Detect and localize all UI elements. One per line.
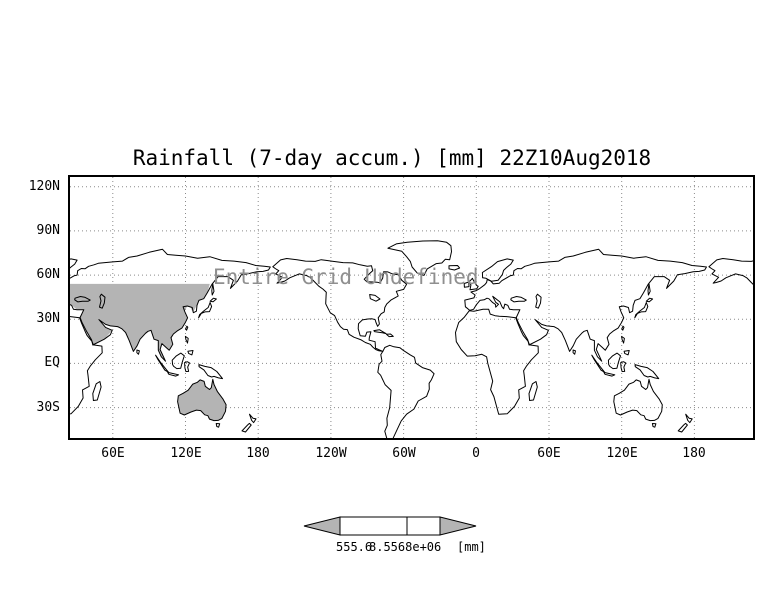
- coast-java-repeat: [603, 371, 616, 377]
- coast-black-sea-repeat: [510, 296, 527, 303]
- coast-java: [167, 371, 180, 377]
- coast-iceland-repeat: [448, 265, 461, 271]
- coastlines: [68, 240, 755, 440]
- coast-asia-shade: [68, 283, 210, 362]
- coast-africa: [68, 315, 103, 415]
- coast-taiwan-repeat: [621, 325, 625, 331]
- lat-label-30n: 30N: [36, 311, 60, 326]
- coast-north-america-repeat: [272, 258, 408, 352]
- lon-label-5: 60W: [392, 446, 416, 461]
- coast-new-guinea: [198, 364, 223, 380]
- coast-sri-lanka: [136, 349, 140, 355]
- coast-hokkaido-repeat: [645, 297, 654, 303]
- coast-sulawesi: [184, 361, 190, 372]
- coast-caspian-sea-repeat: [535, 293, 542, 309]
- lon-label-6: 0: [472, 446, 480, 461]
- coast-greenland-repeat: [387, 240, 452, 276]
- lat-label-120n: 120N: [28, 179, 60, 194]
- coast-australia-repeat: [613, 378, 663, 422]
- colorbar-right-arrow-icon: [439, 516, 477, 536]
- coast-black-sea: [74, 296, 91, 303]
- coast-sakhalin-repeat: [647, 283, 651, 296]
- coast-honshu-repeat: [634, 302, 649, 319]
- coast-cuba-repeat: [373, 329, 387, 335]
- plot-title: Rainfall (7-day accum.) [mm] 22Z10Aug201…: [132, 146, 652, 170]
- coast-scandinavia-repeat: [481, 258, 514, 282]
- lon-label-2: 120E: [170, 446, 202, 461]
- coast-eurasia-repeat: [464, 248, 707, 362]
- coast-luzon-repeat: [621, 335, 625, 344]
- coast-new-guinea-repeat: [634, 364, 660, 380]
- coast-africa-repeat: [455, 308, 539, 415]
- coast-hokkaido: [209, 297, 217, 303]
- coast-borneo: [171, 352, 185, 370]
- lat-label-eq: EQ: [44, 355, 60, 370]
- coast-sulawesi-repeat: [620, 361, 627, 372]
- coast-nz-south: [241, 422, 252, 433]
- undefined-grid-message: Entire Grid Undefined: [213, 265, 479, 289]
- colorbar-cell-1: [339, 516, 408, 536]
- coast-eurasia: [68, 248, 271, 362]
- colorbar-left-value: 555.6: [336, 540, 373, 554]
- coast-south-america-repeat: [377, 344, 435, 440]
- coast-caspian-sea: [99, 293, 106, 309]
- coast-borneo-repeat: [607, 352, 621, 370]
- coast-hispaniola-repeat: [385, 333, 394, 338]
- lon-label-8: 120E: [606, 446, 638, 461]
- coast-sri-lanka-repeat: [572, 349, 576, 355]
- coast-great-lakes-repeat: [369, 294, 381, 302]
- coast-madagascar: [92, 381, 102, 401]
- colorbar-cell-2: [406, 516, 441, 536]
- coast-australia: [177, 378, 227, 422]
- lon-label-4: 120W: [315, 446, 347, 461]
- world-map: [68, 175, 755, 440]
- coast-nz-south-repeat: [677, 422, 688, 433]
- coast-mindanao-repeat: [623, 350, 630, 356]
- lon-label-1: 60E: [101, 446, 125, 461]
- coast-sakhalin: [211, 283, 215, 296]
- colorbar-left-arrow-icon: [303, 516, 341, 536]
- coast-madagascar-repeat: [528, 381, 538, 401]
- coast-nz-north-repeat: [685, 413, 693, 424]
- colorbar-unit: [mm]: [457, 540, 486, 554]
- lat-label-90n: 90N: [36, 223, 60, 238]
- coast-tasmania: [215, 423, 221, 428]
- coast-scandinavia: [68, 258, 78, 271]
- map-frame: [68, 175, 755, 440]
- coast-mindanao: [187, 350, 194, 356]
- colorbar: [303, 516, 477, 536]
- lat-label-30s: 30S: [36, 400, 60, 415]
- lon-label-9: 180: [682, 446, 706, 461]
- coast-honshu: [198, 302, 213, 319]
- lon-label-3: 180: [246, 446, 270, 461]
- coast-ireland-repeat: [463, 281, 470, 288]
- lon-label-7: 60E: [537, 446, 561, 461]
- coast-luzon: [184, 335, 189, 344]
- coast-north-america-repeat: [708, 258, 755, 287]
- coast-taiwan: [185, 325, 189, 331]
- colorbar-right-value: 8.5568e+06: [369, 540, 442, 554]
- lat-label-60n: 60N: [36, 267, 60, 282]
- coast-britain-repeat: [468, 277, 479, 291]
- coast-nz-north: [249, 413, 257, 424]
- coast-tasmania-repeat: [651, 423, 657, 428]
- map-plot-area: [68, 175, 755, 440]
